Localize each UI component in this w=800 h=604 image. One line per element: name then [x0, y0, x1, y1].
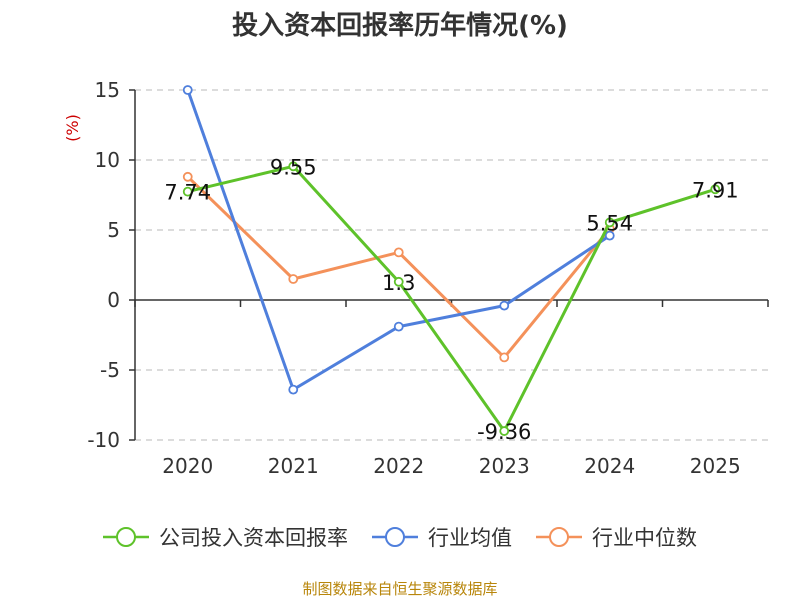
data-point: [182, 85, 193, 95]
legend-item[interactable]: 行业均值: [372, 526, 512, 550]
data-point: [288, 161, 299, 172]
data-point: [288, 384, 299, 395]
legend-label: 公司投入资本回报率: [159, 526, 348, 550]
data-label: 7.74: [164, 181, 211, 205]
data-label: 5.54: [586, 211, 633, 235]
data-label: -9.36: [477, 420, 531, 444]
y-tick-label: 0: [107, 288, 120, 312]
data-point: [182, 186, 193, 197]
y-tick-label: 10: [95, 148, 120, 172]
y-tick-label: 5: [107, 218, 120, 242]
axis-layer: 15 10 5 0 -5 -10 2020 2021 2022 2023 2024 2025: [87, 78, 769, 478]
legend-swatch-marker: [385, 527, 405, 547]
x-tick-label: 2024: [584, 454, 635, 478]
data-point: [393, 247, 404, 258]
x-tick-label: 2020: [162, 454, 213, 478]
y-tick-label: 15: [95, 78, 120, 102]
data-point: [604, 230, 615, 241]
legend: 公司投入资本回报率 行业均值 行业中位数: [103, 526, 697, 550]
data-point: [393, 321, 404, 332]
series-layer: [182, 85, 721, 436]
x-tick-label: 2023: [479, 454, 530, 478]
x-tick-label: 2021: [268, 454, 319, 478]
data-point: [499, 300, 510, 311]
legend-label: 行业中位数: [592, 526, 697, 550]
legend-label: 行业均值: [428, 526, 512, 550]
data-point: [499, 426, 510, 436]
grid-layer: [135, 89, 768, 441]
chart-title: 投入资本回报率历年情况(%): [232, 10, 568, 41]
source-note: 制图数据来自恒生聚源数据库: [302, 580, 497, 598]
legend-item[interactable]: 行业中位数: [536, 526, 697, 550]
legend-item[interactable]: 公司投入资本回报率: [103, 526, 348, 550]
data-label: 7.91: [692, 178, 739, 202]
series-line: [187, 164, 716, 433]
data-point: [604, 217, 615, 228]
data-label: 1.3: [382, 271, 415, 295]
data-point: [288, 274, 299, 284]
x-tick-label: 2025: [690, 454, 741, 478]
y-tick-label: -10: [87, 428, 120, 452]
y-axis-label: (%): [63, 114, 82, 142]
legend-swatch-marker: [116, 527, 136, 547]
y-tick-label: -5: [100, 358, 120, 382]
data-point: [710, 184, 721, 195]
data-point: [393, 276, 404, 287]
data-point: [182, 171, 193, 182]
data-label: 9.55: [270, 155, 317, 179]
x-tick-label: 2022: [373, 454, 424, 478]
legend-swatch-marker: [549, 527, 569, 547]
data-label-layer: 7.74 9.55 1.3 -9.36 5.54 7.91: [164, 155, 738, 444]
data-point: [499, 352, 510, 363]
